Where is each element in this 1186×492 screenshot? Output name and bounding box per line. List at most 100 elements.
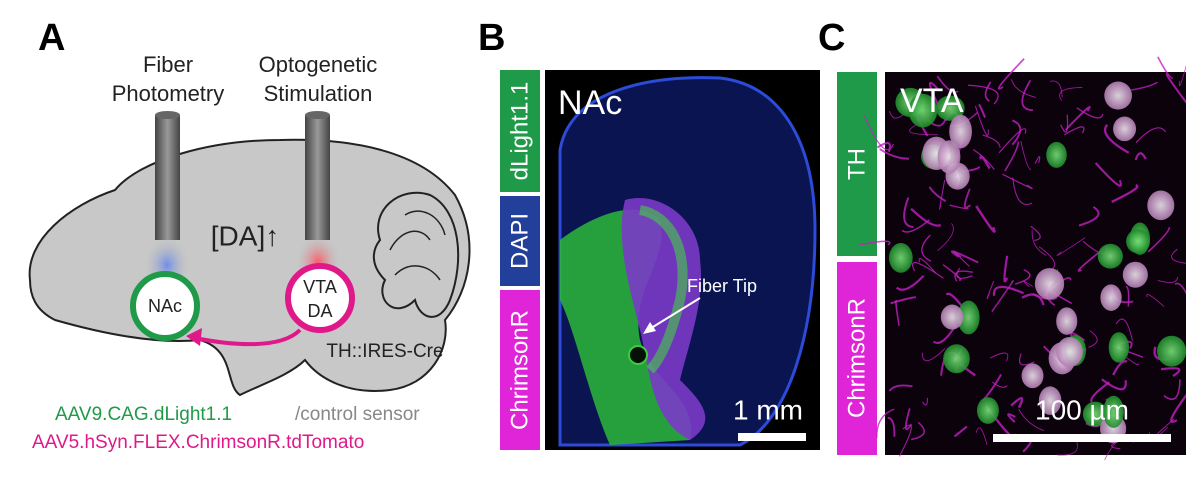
texture xyxy=(1088,330,1098,348)
texture xyxy=(975,205,996,233)
fiber-label: Fiber xyxy=(143,52,193,77)
fiber-lesion xyxy=(628,345,648,365)
texture xyxy=(1060,114,1069,133)
texture xyxy=(1021,363,1044,389)
texture xyxy=(1004,141,1020,172)
texture xyxy=(890,296,917,305)
texture xyxy=(1010,397,1024,409)
texture xyxy=(991,280,1014,313)
texture xyxy=(992,381,1008,388)
texture xyxy=(943,344,970,374)
channel-band xyxy=(500,196,540,286)
channel-band xyxy=(837,262,877,455)
green-streak xyxy=(638,205,688,374)
texture xyxy=(1163,379,1181,400)
texture xyxy=(1103,395,1124,428)
texture xyxy=(942,264,962,281)
texture xyxy=(1020,141,1032,170)
texture xyxy=(1031,229,1047,256)
texture xyxy=(949,204,969,210)
texture xyxy=(1003,255,1009,283)
texture xyxy=(1064,126,1085,136)
texture xyxy=(1059,87,1083,101)
channel-label: dLight1.1 xyxy=(506,82,533,181)
probe-top xyxy=(155,111,180,119)
texture xyxy=(1057,439,1078,456)
texture xyxy=(972,149,995,170)
texture xyxy=(888,242,913,273)
texture xyxy=(1165,73,1186,104)
panel-label: B xyxy=(478,17,505,59)
texture xyxy=(1146,294,1165,307)
texture xyxy=(1122,261,1148,288)
region-label: NAc xyxy=(558,84,622,122)
texture xyxy=(903,197,914,229)
texture xyxy=(1056,307,1078,335)
texture xyxy=(1030,225,1041,242)
texture xyxy=(876,408,895,438)
texture xyxy=(1034,156,1041,164)
nac-label: NAc xyxy=(148,296,182,316)
mouse-line: TH::IRES-Cre xyxy=(326,341,443,362)
texture xyxy=(997,58,1025,90)
nac-circle xyxy=(130,271,200,341)
texture xyxy=(951,250,979,264)
channel-band xyxy=(837,72,877,256)
texture xyxy=(1078,206,1100,227)
texture xyxy=(940,304,964,330)
texture xyxy=(1103,123,1130,154)
texture xyxy=(956,267,973,279)
stim-label: Optogenetic xyxy=(259,52,378,77)
channel-label: ChrimsonR xyxy=(843,298,870,418)
texture xyxy=(908,93,938,128)
texture xyxy=(936,75,959,93)
texture xyxy=(982,134,1001,148)
texture xyxy=(939,179,946,210)
texture xyxy=(1147,227,1171,253)
texture xyxy=(1002,173,1033,190)
texture xyxy=(937,223,954,252)
texture xyxy=(1090,381,1110,403)
texture xyxy=(1049,80,1063,98)
texture xyxy=(992,285,1025,296)
texture xyxy=(895,274,925,291)
texture xyxy=(1170,393,1186,423)
scale-bar xyxy=(738,433,806,441)
texture xyxy=(1134,152,1147,161)
texture xyxy=(1135,127,1167,144)
texture xyxy=(949,114,972,149)
channel-band xyxy=(500,290,540,450)
annotation-arrow-head xyxy=(643,322,656,334)
texture xyxy=(904,408,913,431)
texture xyxy=(1097,243,1123,269)
texture xyxy=(909,125,938,136)
texture xyxy=(1056,337,1083,367)
texture xyxy=(1007,413,1016,423)
vta-label: DA xyxy=(307,301,332,321)
probe-top xyxy=(305,111,330,119)
texture xyxy=(922,397,928,406)
vta-label: VTA xyxy=(303,277,337,297)
texture xyxy=(968,84,999,105)
channel-label: TH xyxy=(843,148,870,180)
texture xyxy=(1157,335,1186,367)
texture xyxy=(1131,81,1158,91)
stimulation-probe xyxy=(305,115,330,240)
texture xyxy=(1082,401,1108,427)
channel-label: DAPI xyxy=(506,213,533,269)
scale-bar xyxy=(993,434,1171,442)
texture xyxy=(1018,408,1044,432)
texture xyxy=(1011,79,1036,98)
texture xyxy=(887,416,896,437)
texture xyxy=(1126,357,1139,366)
texture xyxy=(921,348,946,362)
channel-band xyxy=(500,70,540,192)
cerebellum xyxy=(372,191,460,318)
texture xyxy=(935,95,965,121)
texture xyxy=(984,81,992,102)
texture xyxy=(910,207,942,227)
texture xyxy=(1157,56,1174,79)
texture xyxy=(975,427,988,446)
texture xyxy=(937,140,961,174)
texture xyxy=(888,384,913,392)
